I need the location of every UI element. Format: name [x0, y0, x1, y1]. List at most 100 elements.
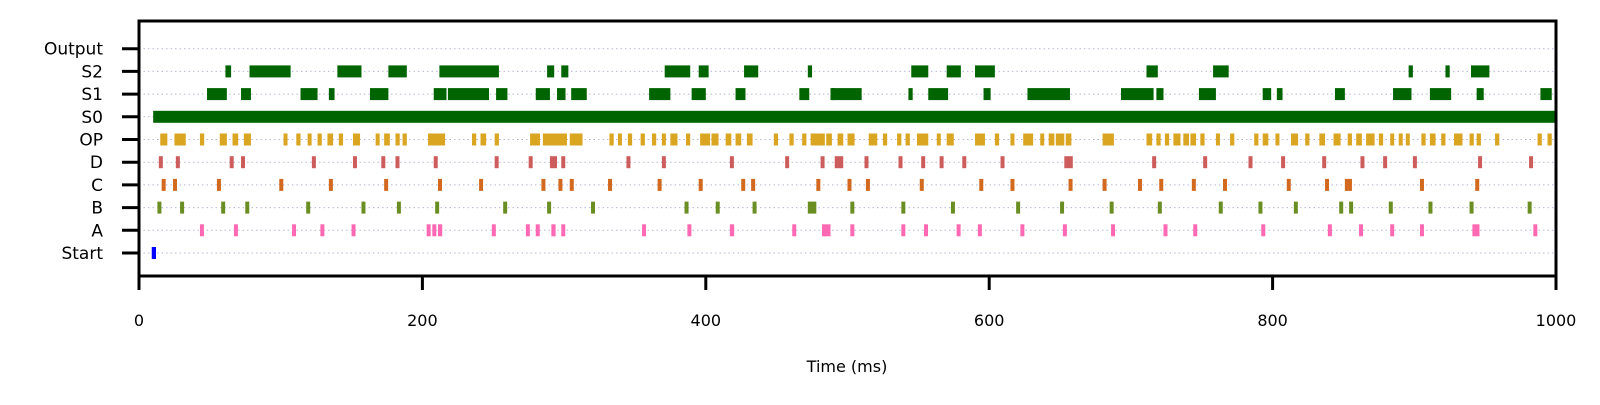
event-a-11: [551, 224, 556, 237]
event-op-42: [837, 133, 844, 146]
event-op-76: [1347, 133, 1352, 146]
event-op-7: [296, 133, 301, 146]
event-a-30: [1359, 224, 1364, 237]
event-b-30: [1527, 201, 1532, 214]
event-s2-3: [388, 65, 407, 78]
event-s2-13: [975, 65, 995, 78]
row-label-s0: S0: [81, 108, 103, 128]
event-s1-23: [1198, 88, 1207, 101]
event-op-63: [1173, 133, 1181, 146]
event-s1-29: [1429, 88, 1452, 101]
event-op-89: [1495, 133, 1500, 146]
event-d-22: [939, 156, 944, 169]
event-s1-2: [300, 88, 318, 101]
event-c-6: [437, 178, 442, 191]
event-d-31: [1360, 156, 1365, 169]
event-c-24: [1137, 178, 1142, 191]
event-s1-14: [799, 88, 810, 101]
event-s1-30: [1476, 88, 1484, 101]
event-a-3: [320, 224, 325, 237]
event-s2-1: [249, 65, 291, 78]
event-a-5: [426, 224, 431, 237]
event-op-56: [1048, 133, 1055, 146]
x-tick-label-800: 800: [1257, 311, 1288, 330]
event-c-19: [919, 178, 924, 191]
event-d-25: [1064, 156, 1073, 169]
event-b-29: [1469, 201, 1474, 214]
event-c-9: [558, 178, 563, 191]
event-op-1: [174, 133, 186, 146]
event-op-79: [1378, 133, 1384, 146]
event-s1-18: [928, 88, 949, 101]
event-op-54: [1023, 133, 1034, 146]
event-a-23: [1020, 224, 1025, 237]
event-s2-17: [1445, 65, 1450, 78]
event-c-29: [1325, 178, 1330, 191]
event-b-1: [180, 201, 185, 214]
event-d-26: [1152, 156, 1157, 169]
event-c-13: [698, 178, 703, 191]
event-op-59: [1102, 133, 1114, 146]
event-a-10: [535, 224, 540, 237]
event-c-5: [384, 178, 389, 191]
event-op-2: [199, 133, 205, 146]
event-op-67: [1215, 133, 1220, 146]
event-a-7: [437, 224, 443, 237]
event-b-9: [547, 201, 552, 214]
row-label-output: Output: [44, 40, 103, 60]
event-a-13: [642, 224, 647, 237]
event-op-72: [1291, 133, 1299, 146]
event-op-74: [1319, 133, 1326, 146]
event-s0-0: [153, 110, 1555, 123]
event-a-26: [1163, 224, 1168, 237]
row-label-start: Start: [61, 244, 103, 264]
event-d-4: [311, 156, 316, 169]
event-s1-28: [1393, 88, 1412, 101]
event-op-36: [746, 133, 753, 146]
event-c-16: [816, 178, 821, 191]
event-b-16: [901, 201, 906, 214]
event-d-30: [1322, 156, 1327, 169]
event-d-33: [1412, 156, 1417, 169]
event-op-13: [375, 133, 380, 146]
event-s1-25: [1262, 88, 1272, 101]
event-b-8: [503, 201, 508, 214]
event-op-80: [1390, 133, 1395, 146]
event-op-88: [1476, 133, 1481, 146]
row-label-s1: S1: [81, 85, 103, 105]
event-b-11: [684, 201, 689, 214]
event-a-33: [1472, 224, 1480, 237]
event-op-18: [471, 133, 477, 146]
event-b-13: [752, 201, 757, 214]
event-op-66: [1200, 133, 1205, 146]
event-op-51: [975, 133, 985, 146]
event-op-25: [617, 133, 622, 146]
event-s1-12: [691, 88, 706, 101]
event-s2-16: [1408, 65, 1413, 78]
event-start-0: [151, 247, 157, 259]
event-c-1: [173, 178, 178, 191]
event-s1-0: [207, 88, 227, 101]
event-a-2: [292, 224, 297, 237]
event-s2-5: [547, 65, 555, 78]
event-c-14: [741, 178, 746, 191]
event-s2-4: [439, 65, 499, 78]
event-b-27: [1388, 201, 1393, 214]
event-op-34: [725, 133, 732, 146]
event-a-32: [1419, 224, 1424, 237]
event-op-47: [905, 133, 910, 146]
event-op-17: [428, 133, 446, 146]
event-b-24: [1293, 201, 1298, 214]
event-b-5: [361, 201, 366, 214]
event-c-8: [541, 178, 546, 191]
grid-layer: [139, 48, 1556, 254]
event-d-23: [962, 156, 967, 169]
event-s1-19: [983, 88, 991, 101]
event-d-29: [1281, 156, 1286, 169]
event-d-12: [561, 156, 566, 169]
event-a-20: [924, 224, 929, 237]
event-c-7: [479, 178, 484, 191]
event-op-38: [789, 133, 794, 146]
